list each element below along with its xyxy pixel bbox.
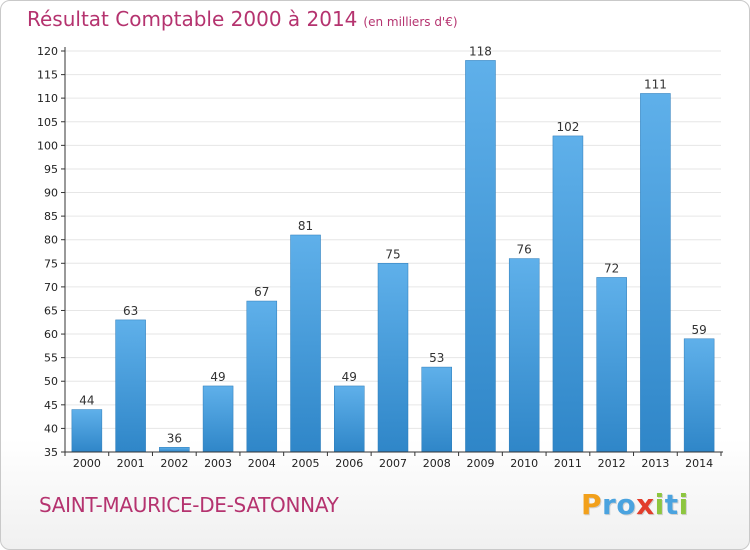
x-tick-label: 2009 [466,457,494,470]
bar [377,263,409,453]
x-tick-label: 2008 [423,457,451,470]
data-label: 102 [556,120,579,134]
y-tick-label: 65 [44,304,58,317]
bar [159,447,190,453]
x-tick-label: 2007 [379,457,407,470]
bar [552,135,584,453]
x-tick-label: 2011 [554,457,582,470]
y-tick-label: 55 [44,352,58,365]
data-label: 49 [210,370,225,384]
commune-name: SAINT-MAURICE-DE-SATONNAY [39,493,339,517]
data-label: 72 [604,261,619,275]
x-tick-label: 2006 [335,457,363,470]
bar [71,409,103,453]
data-label: 49 [342,370,357,384]
x-tick-label: 2000 [73,457,101,470]
y-tick-label: 90 [44,187,58,200]
x-tick-label: 2005 [292,457,320,470]
logo-letter: r [602,488,617,521]
y-tick-label: 50 [44,375,58,388]
x-tick-label: 2001 [117,457,145,470]
logo-letter: i [654,488,665,521]
x-tick-label: 2013 [641,457,669,470]
y-tick-label: 95 [44,163,58,176]
chart-subtitle: (en milliers d'€) [363,15,458,29]
data-label: 75 [385,247,400,261]
y-tick-label: 110 [37,92,58,105]
chart-title: Résultat Comptable 2000 à 2014 (en millie… [27,7,458,31]
logo-letter: P [581,488,603,521]
bar [115,319,146,453]
labels: 35 40 45 50 55 60 65 70 75 80 85 90 95 100 105 110 115 12… [37,44,713,470]
data-label: 63 [123,304,138,318]
data-label: 53 [429,351,444,365]
y-tick-label: 70 [44,281,58,294]
data-label: 36 [167,431,182,445]
y-tick-label: 60 [44,328,58,341]
x-tick-label: 2003 [204,457,232,470]
bar [202,385,234,453]
x-tick-label: 2010 [510,457,538,470]
bars [71,60,715,453]
logo-letter: x [636,488,655,521]
data-label: 111 [644,77,667,91]
data-label: 118 [469,44,492,58]
proxiti-logo: Proxiti [581,488,689,521]
axes [61,47,723,456]
data-label: 76 [517,243,532,257]
y-tick-label: 115 [37,69,58,82]
bar [334,385,365,453]
bar [596,277,627,453]
data-label: 59 [691,323,706,337]
logo-letter: t [664,488,679,521]
data-label: 81 [298,219,313,233]
bar [421,366,452,453]
bar [683,338,715,453]
chart-title-text: Résultat Comptable 2000 à 2014 [27,7,358,31]
bar [508,258,540,453]
y-tick-label: 85 [44,210,58,223]
bar [246,300,278,453]
y-tick-label: 75 [44,257,58,270]
y-tick-label: 105 [37,116,58,129]
logo-letter: o [616,488,637,521]
bar [640,93,671,453]
x-tick-label: 2002 [160,457,188,470]
y-tick-label: 80 [44,234,58,247]
data-label: 67 [254,285,269,299]
logo-letter: i [678,488,689,521]
y-tick-label: 45 [44,399,58,412]
bar [290,234,321,453]
bar [465,60,496,453]
x-tick-label: 2004 [248,457,276,470]
x-tick-label: 2014 [685,457,713,470]
y-tick-label: 40 [44,422,58,435]
y-tick-label: 35 [44,446,58,459]
x-tick-label: 2012 [598,457,626,470]
data-label: 44 [79,394,94,408]
y-tick-label: 100 [37,139,58,152]
y-tick-label: 120 [37,45,58,58]
